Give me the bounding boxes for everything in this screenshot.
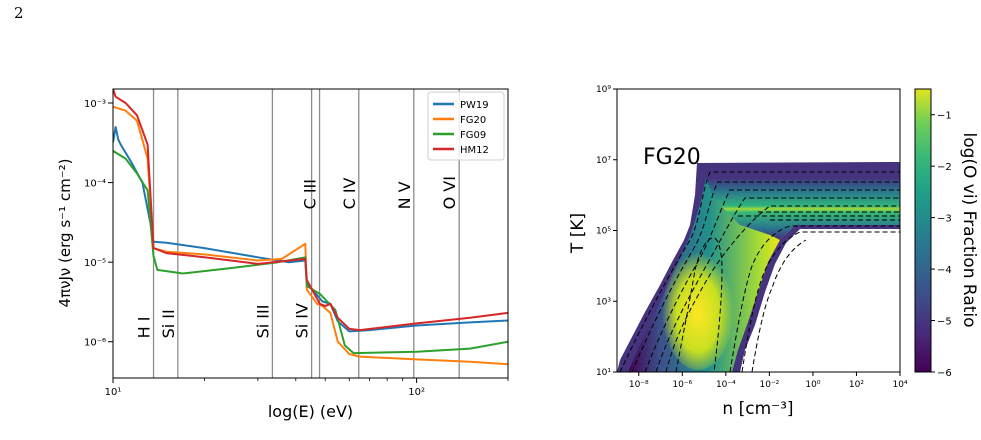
heatmap-x-tick-label-1: 10⁻⁶ bbox=[672, 380, 692, 390]
colorbar-tick-label-4: −5 bbox=[937, 317, 952, 328]
series-line-hm12 bbox=[113, 89, 508, 332]
colorbar-label: log(O vi) Fraction Ratio bbox=[959, 132, 979, 327]
contour-lines bbox=[619, 171, 900, 372]
heatmap-x-tick-label-0: 10⁻⁸ bbox=[629, 380, 649, 390]
heatmap-x-tick-label-3: 10⁻² bbox=[759, 380, 779, 390]
ion-label-3: Si IV bbox=[293, 303, 312, 338]
heatmap-x-tick-label-5: 10² bbox=[849, 380, 864, 390]
heatmap-y-tick-label-3: 10⁷ bbox=[596, 156, 611, 166]
colorbar bbox=[914, 88, 932, 373]
heatmap-y-tick-label-4: 10⁹ bbox=[596, 85, 611, 95]
legend-box bbox=[427, 91, 505, 161]
legend-label-hm12: HM12 bbox=[460, 145, 489, 156]
page-number: 2 bbox=[14, 4, 24, 22]
y-tick-label-3: 10⁻³ bbox=[84, 99, 106, 110]
colorbar-tick-label-5: −6 bbox=[937, 368, 952, 379]
heatmap-y-tick-label-0: 10¹ bbox=[596, 368, 611, 378]
heatmap-core bbox=[662, 246, 734, 370]
heatmap-x-tick-label-4: 10⁰ bbox=[805, 380, 820, 390]
y-tick-label-1: 10⁻⁵ bbox=[84, 258, 106, 269]
y-tick-label-0: 10⁻⁶ bbox=[84, 338, 106, 349]
y-tick-label-2: 10⁻⁴ bbox=[84, 179, 106, 190]
ion-label-1: Si II bbox=[159, 309, 178, 338]
colorbar-tick-label-0: −1 bbox=[937, 111, 952, 122]
heatmap-x-tick-label-2: 10⁻⁴ bbox=[716, 380, 736, 390]
ion-label-4: C III bbox=[301, 179, 320, 209]
x-tick-label-1: 10² bbox=[408, 387, 425, 398]
heatmap-y-tick-label-1: 10³ bbox=[596, 297, 611, 307]
x-axis-label: log(E) (eV) bbox=[268, 402, 353, 421]
colorbar-tick-label-3: −4 bbox=[937, 265, 952, 276]
ion-label-0: H I bbox=[135, 317, 154, 339]
legend-label-fg09: FG09 bbox=[460, 130, 486, 141]
heatmap-region bbox=[617, 162, 900, 372]
series-line-pw19 bbox=[113, 126, 508, 333]
spectrum-chart: H I Si II Si III Si IV C III C IV N V O VI 10¹ 1… bbox=[56, 88, 509, 421]
heatmap-x-axis-label: n [cm⁻³] bbox=[722, 399, 793, 419]
plot-frame bbox=[112, 88, 509, 379]
ion-label-7: O VI bbox=[440, 176, 459, 209]
y-axis-label: 4πνJν (erg s⁻¹ cm⁻²) bbox=[56, 159, 74, 308]
heatmap-y-tick-label-2: 10⁵ bbox=[596, 227, 611, 237]
heatmap-annotation: FG20 bbox=[643, 145, 701, 170]
legend-label-fg20: FG20 bbox=[460, 115, 486, 126]
heatmap-chart: FG20 10⁻⁸ 10⁻⁶ 10⁻⁴ 10⁻² 10⁰ 10² 10⁴ 10¹ 10³ 10⁵ 1… bbox=[568, 85, 979, 419]
colorbar-tick-label-1: −2 bbox=[937, 162, 952, 173]
ion-label-2: Si III bbox=[253, 305, 272, 339]
legend-label-pw19: PW19 bbox=[460, 100, 489, 111]
x-tick-label-0: 10¹ bbox=[105, 387, 122, 398]
heatmap-y-axis-label: T [K] bbox=[568, 213, 588, 254]
heatmap-x-tick-label-6: 10⁴ bbox=[892, 380, 907, 390]
colorbar-tick-label-2: −3 bbox=[937, 214, 952, 225]
ion-label-5: C IV bbox=[340, 177, 359, 209]
legend: PW19 FG20 FG09 HM12 bbox=[427, 91, 505, 161]
ion-label-6: N V bbox=[395, 181, 414, 209]
heatmap-plateau bbox=[706, 178, 900, 240]
